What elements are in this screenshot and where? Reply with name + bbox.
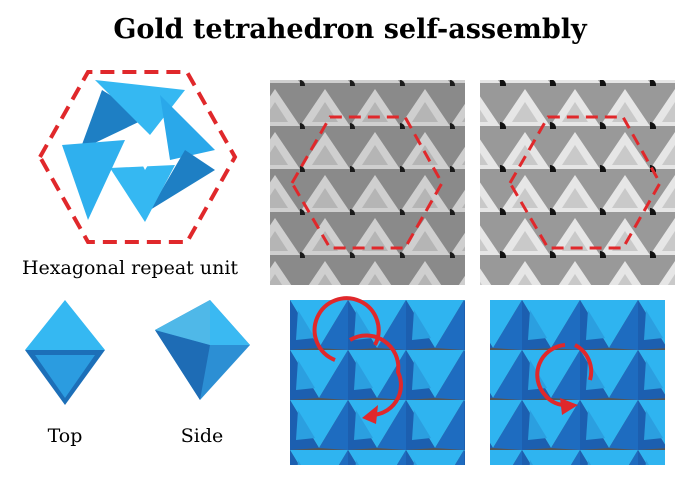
- micrograph: [270, 80, 465, 285]
- figure-title: Gold tetrahedron self-assembly: [113, 14, 588, 45]
- rotation-arrow: [312, 296, 403, 424]
- tetrahedron-side: [155, 300, 250, 400]
- caption: Top: [48, 425, 83, 447]
- hexagon-outline: [290, 115, 444, 250]
- caption: Side: [181, 425, 224, 447]
- hexagonal-unit: [37, 70, 238, 244]
- tetrahedron-top: [25, 300, 105, 405]
- hexagon-outline: [508, 115, 662, 250]
- micrograph: [480, 80, 675, 285]
- caption: Hexagonal repeat unit: [22, 257, 238, 279]
- simulation: [490, 300, 665, 465]
- rotation-arrow: [535, 343, 594, 415]
